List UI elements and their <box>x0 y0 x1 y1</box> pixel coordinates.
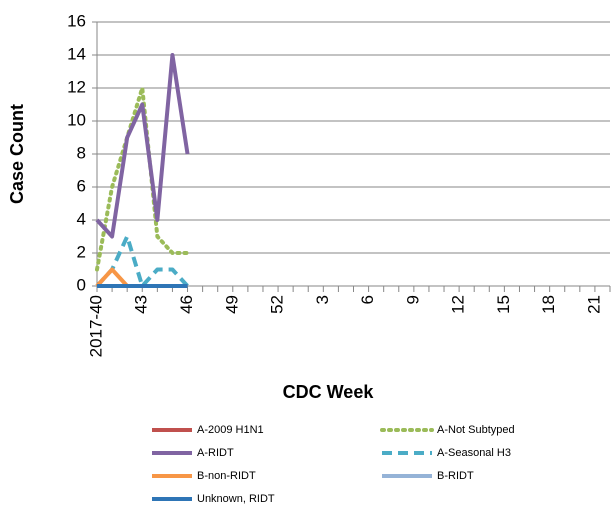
legend-label: A-RIDT <box>197 447 234 459</box>
x-tick-label: 43 <box>132 295 151 314</box>
legend-label: B-RIDT <box>437 470 474 482</box>
legend-label: Unknown, RIDT <box>197 493 275 505</box>
y-tick-label: 10 <box>67 110 86 129</box>
y-tick-label: 14 <box>67 44 86 63</box>
x-tick-label: 18 <box>539 295 558 314</box>
legend-label: A-Not Subtyped <box>437 424 515 436</box>
y-tick-label: 0 <box>77 275 86 294</box>
x-tick-label: 6 <box>358 295 377 304</box>
x-tick-label: 2017-40 <box>86 295 105 357</box>
y-tick-label: 12 <box>67 77 86 96</box>
x-tick-label: 3 <box>313 295 332 304</box>
legend-label: A-2009 H1N1 <box>197 424 264 436</box>
series-line <box>95 86 190 272</box>
x-tick-label: 15 <box>494 295 513 314</box>
y-tick-label: 6 <box>77 176 86 195</box>
x-tick-label: 21 <box>584 295 603 314</box>
series-line <box>95 53 190 239</box>
y-tick-label: 4 <box>77 209 86 228</box>
x-tick-label: 12 <box>449 295 468 314</box>
legend-label: B-non-RIDT <box>197 470 256 482</box>
x-tick-label: 49 <box>222 295 241 314</box>
y-tick-label: 2 <box>77 242 86 261</box>
y-axis-title: Case Count <box>7 104 27 204</box>
x-tick-label: 9 <box>403 295 422 304</box>
x-axis-title: CDC Week <box>283 382 375 402</box>
series-line <box>95 234 190 288</box>
legend-label: A-Seasonal H3 <box>437 447 511 459</box>
x-tick-label: 52 <box>268 295 287 314</box>
x-tick-label: 46 <box>177 295 196 314</box>
y-tick-label: 8 <box>77 143 86 162</box>
y-tick-label: 16 <box>67 11 86 30</box>
